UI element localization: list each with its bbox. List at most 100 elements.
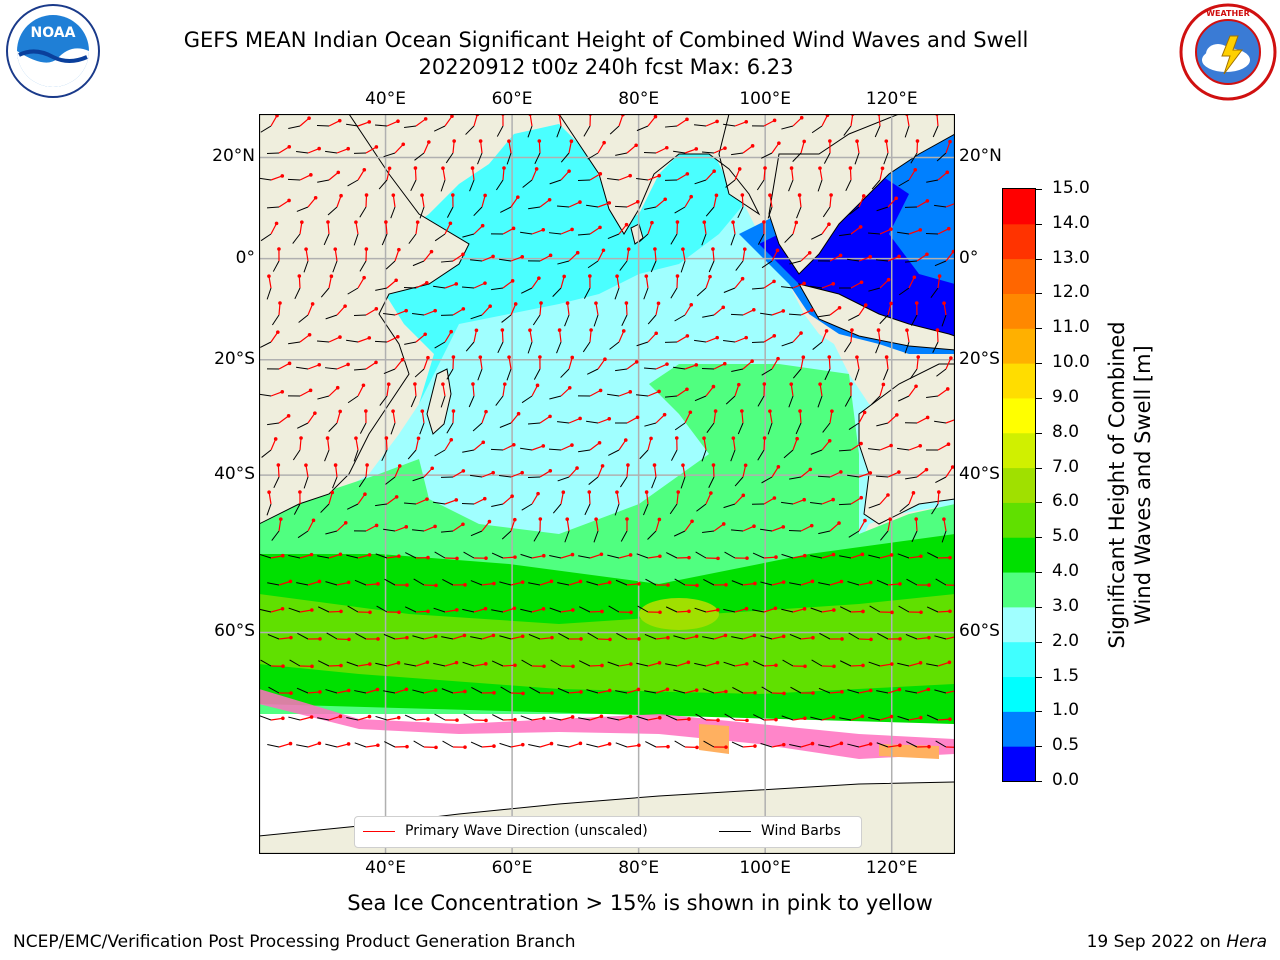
wind-barb <box>556 341 562 354</box>
wind-barb <box>271 314 280 326</box>
wind-barb <box>323 233 330 246</box>
wave-arrow-head <box>513 663 517 668</box>
wave-arrow-head <box>946 226 951 231</box>
wave-direction-arrow <box>444 662 457 667</box>
wind-barb <box>761 476 773 484</box>
wind-barb <box>586 204 599 208</box>
wave-arrow-head <box>451 193 455 197</box>
wave-direction-arrow <box>763 556 777 559</box>
wave-arrow-head <box>745 718 749 723</box>
wave-arrow-head <box>541 444 546 448</box>
wave-direction-arrow <box>821 499 834 505</box>
colorbar-segment <box>1003 746 1035 782</box>
wave-arrow-head <box>521 691 525 696</box>
footer-host: Hera <box>1226 932 1267 952</box>
colorbar-segment <box>1003 363 1035 399</box>
wave-arrow-head <box>569 139 574 144</box>
wave-direction-arrow <box>906 330 910 343</box>
wave-direction-arrow <box>357 493 366 505</box>
wave-direction-arrow <box>336 689 349 694</box>
wave-direction-arrow <box>937 171 948 181</box>
wave-direction-arrow <box>481 472 494 478</box>
wave-direction-arrow <box>568 357 573 370</box>
wind-barb <box>375 715 388 721</box>
wave-arrow-head <box>423 117 428 121</box>
wave-direction-arrow <box>597 581 610 586</box>
wave-direction-arrow <box>531 493 539 505</box>
wind-barb <box>477 368 483 381</box>
wave-arrow-head <box>565 517 570 521</box>
wave-arrow-head <box>528 115 532 116</box>
wave-arrow-head <box>781 525 786 529</box>
colorbar-segment <box>1003 676 1035 712</box>
wind-barb <box>446 206 454 218</box>
wave-arrow-head <box>520 742 525 747</box>
wind-barb <box>665 395 678 398</box>
wave-direction-arrow <box>887 303 892 316</box>
wave-direction-arrow <box>771 142 780 154</box>
wind-barb <box>296 366 309 370</box>
wave-direction-arrow <box>771 744 784 748</box>
legend-swatch-wave-direction <box>363 830 395 832</box>
wind-barb <box>586 368 599 375</box>
wave-direction-arrow <box>270 331 279 343</box>
wave-direction-arrow <box>452 140 455 154</box>
wind-barb <box>462 661 475 667</box>
wave-direction-arrow <box>908 662 921 667</box>
wave-direction-arrow <box>879 554 892 559</box>
wave-direction-arrow <box>742 309 755 316</box>
wave-arrow-head <box>889 443 893 448</box>
wave-direction-arrow <box>763 167 766 181</box>
wave-direction-arrow <box>713 523 725 532</box>
wave-direction-arrow <box>510 256 523 262</box>
wave-direction-arrow <box>821 283 834 289</box>
wind-barb <box>810 233 823 240</box>
wind-barb <box>528 633 541 640</box>
wave-direction-arrow <box>392 195 396 208</box>
wave-direction-arrow <box>386 279 397 289</box>
wind-barb <box>552 503 562 514</box>
wave-direction-arrow <box>763 335 775 343</box>
wind-barb <box>734 476 744 487</box>
wave-arrow-head <box>829 193 833 197</box>
wave-direction-arrow <box>705 276 711 289</box>
wind-barb <box>877 632 889 640</box>
wave-direction-arrow <box>943 519 947 532</box>
wave-direction-arrow <box>473 498 486 505</box>
wave-arrow-head <box>426 609 430 614</box>
wind-barb <box>674 422 686 431</box>
wave-direction-arrow <box>394 688 407 694</box>
wave-direction-arrow <box>626 688 639 694</box>
wind-barb <box>325 367 338 370</box>
wave-arrow-head <box>615 490 619 494</box>
wind-barb <box>499 635 512 640</box>
lon-tick-label-bottom: 60°E <box>491 858 533 878</box>
wind-barb <box>751 341 765 344</box>
wind-barb <box>359 422 367 434</box>
noaa-logo: NOAA <box>6 4 100 98</box>
wave-arrow-head <box>557 328 562 332</box>
wave-direction-arrow <box>945 690 954 694</box>
wave-direction-arrow <box>307 520 315 532</box>
wave-direction-arrow <box>821 115 828 127</box>
wind-barb <box>325 150 338 154</box>
wave-direction-arrow <box>849 167 852 181</box>
wave-arrow-head <box>541 607 546 611</box>
wave-direction-arrow <box>531 277 540 289</box>
wave-direction-arrow <box>829 411 833 424</box>
wind-barb <box>404 125 417 129</box>
wave-arrow-head <box>918 661 923 665</box>
wave-arrow-head <box>480 223 485 228</box>
wind-barb <box>847 474 860 478</box>
lon-tick-label-top: 80°E <box>618 89 660 109</box>
wave-arrow-head <box>636 687 641 692</box>
sea-ice <box>260 689 954 759</box>
colorbar-tick-label: 0.5 <box>1052 735 1080 756</box>
wave-arrow-head <box>391 409 395 413</box>
wave-direction-arrow <box>560 716 573 721</box>
wave-arrow-head <box>802 281 806 286</box>
wave-arrow-head <box>768 193 772 197</box>
wind-barb <box>615 690 628 694</box>
wave-arrow-head <box>570 443 574 447</box>
wave-direction-arrow <box>305 249 309 262</box>
